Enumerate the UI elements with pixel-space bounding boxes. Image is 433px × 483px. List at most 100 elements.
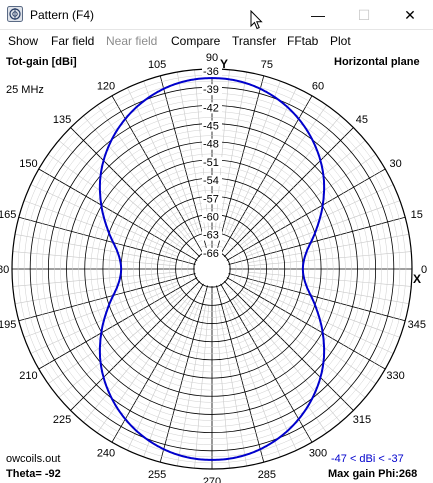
theta-label: Theta= -92: [6, 468, 61, 480]
radial-label-bg: [202, 156, 222, 168]
angle-spoke: [176, 71, 206, 234]
angle-tick-label: 0: [421, 264, 427, 276]
angle-tick-label: 300: [309, 448, 327, 460]
angle-spoke: [227, 87, 297, 237]
radial-tick-label: -39: [203, 84, 219, 96]
angle-tick-label: 45: [356, 114, 368, 126]
angle-spoke: [227, 301, 297, 451]
angle-tick-label: 210: [19, 370, 37, 382]
angle-spoke: [224, 303, 281, 458]
angle-spoke: [38, 168, 213, 270]
angle-spoke: [239, 140, 366, 246]
angle-spoke: [214, 305, 230, 469]
radial-label-bg: [202, 247, 222, 259]
radial-label-bg: [202, 229, 222, 241]
angle-spoke: [58, 140, 185, 246]
minimize-button[interactable]: —: [295, 0, 341, 30]
angle-spoke: [211, 127, 354, 270]
angle-spoke: [47, 289, 183, 384]
radial-ring: [151, 208, 273, 330]
close-button[interactable]: ✕: [387, 0, 433, 30]
angle-spoke: [14, 275, 177, 305]
radial-label-bg: [202, 120, 222, 132]
angle-spoke: [211, 268, 386, 370]
menu-far-field[interactable]: Far field: [51, 34, 95, 48]
y-axis-label: Y: [220, 57, 228, 71]
angle-tick-label: 180: [0, 264, 9, 276]
angle-spoke: [232, 298, 327, 434]
angle-tick-label: 120: [97, 80, 115, 92]
polar-chart: 0 15 30 45 60 75 90 105 120 135 150 165 180 195 210 225…: [0, 52, 427, 483]
angle-tick-label: 345: [408, 319, 426, 331]
max-gain-label: Max gain Phi:268: [328, 468, 418, 480]
angle-spoke: [218, 304, 248, 467]
radial-label-bg: [202, 84, 222, 96]
menu-fftab[interactable]: FFtab: [287, 34, 319, 48]
menu-near-field[interactable]: Near field: [106, 34, 158, 48]
radial-label-bg: [202, 193, 222, 205]
radial-ring: [169, 226, 255, 312]
angle-tick-label: 240: [97, 448, 115, 460]
angle-spoke: [239, 292, 366, 398]
angle-spoke: [97, 104, 192, 240]
angle-spoke: [211, 268, 313, 443]
mouse-cursor-icon: [250, 10, 263, 30]
gain-pattern-curve: [98, 77, 326, 461]
angle-tick-label: 150: [19, 158, 37, 170]
angle-spoke: [18, 216, 213, 270]
menu-plot[interactable]: Plot: [330, 34, 351, 48]
angle-tick-label: 315: [353, 414, 371, 426]
radial-label-bg: [202, 211, 222, 223]
angle-spoke: [248, 271, 412, 287]
angle-spoke: [194, 69, 210, 233]
angle-spoke: [83, 296, 189, 423]
angle-spoke: [58, 292, 185, 398]
angle-spoke: [214, 69, 230, 233]
angle-spoke: [246, 200, 401, 257]
menu-transfer[interactable]: Transfer: [232, 34, 277, 48]
angle-spoke: [247, 233, 410, 263]
angle-spoke: [83, 115, 189, 242]
angle-spoke: [211, 95, 313, 270]
maximize-button[interactable]: ☐: [341, 0, 387, 30]
radial-ring: [187, 244, 237, 294]
radial-tick-label: -45: [203, 121, 219, 133]
radial-tick-label: -60: [203, 211, 219, 223]
radial-tick-label: -54: [203, 175, 219, 187]
menu-show[interactable]: Show: [8, 34, 39, 48]
center-disk: [194, 251, 230, 287]
angle-spoke: [248, 251, 412, 267]
radial-label-bg: [202, 102, 222, 114]
angle-tick-label: 270: [203, 476, 221, 483]
angle-spoke: [211, 216, 406, 270]
angle-spoke: [211, 268, 265, 463]
menu-bar: Show Far field Near field Compare Transf…: [0, 31, 433, 51]
angle-tick-label: 165: [0, 209, 16, 221]
angle-spoke: [12, 271, 176, 287]
angle-tick-label: 90: [206, 52, 218, 64]
quantity-label: Tot-gain [dBi]: [6, 56, 77, 68]
angle-spoke: [224, 80, 281, 235]
angle-spoke: [97, 298, 192, 434]
radial-ring: [114, 171, 310, 367]
angle-spoke: [235, 296, 341, 423]
radial-ring: [96, 153, 328, 385]
radial-tick-label: -51: [203, 157, 219, 169]
angle-tick-label: 60: [312, 80, 324, 92]
minimize-icon: —: [311, 7, 325, 23]
angle-spoke: [127, 87, 197, 237]
menu-compare[interactable]: Compare: [171, 34, 221, 48]
radial-ring: [78, 135, 346, 403]
radial-label-bg: [202, 66, 222, 77]
angle-spoke: [14, 233, 177, 263]
radial-ring: [42, 99, 382, 439]
title-bar[interactable]: Pattern (F4) — ☐ ✕: [0, 0, 433, 30]
window-title: Pattern (F4): [30, 8, 95, 22]
radial-ring: [23, 80, 401, 458]
close-icon: ✕: [404, 6, 416, 23]
angle-spoke: [232, 104, 327, 240]
angle-spoke: [246, 281, 401, 338]
radial-tick-label: -63: [203, 230, 219, 242]
angle-spoke: [47, 154, 183, 249]
angle-spoke: [111, 95, 213, 270]
